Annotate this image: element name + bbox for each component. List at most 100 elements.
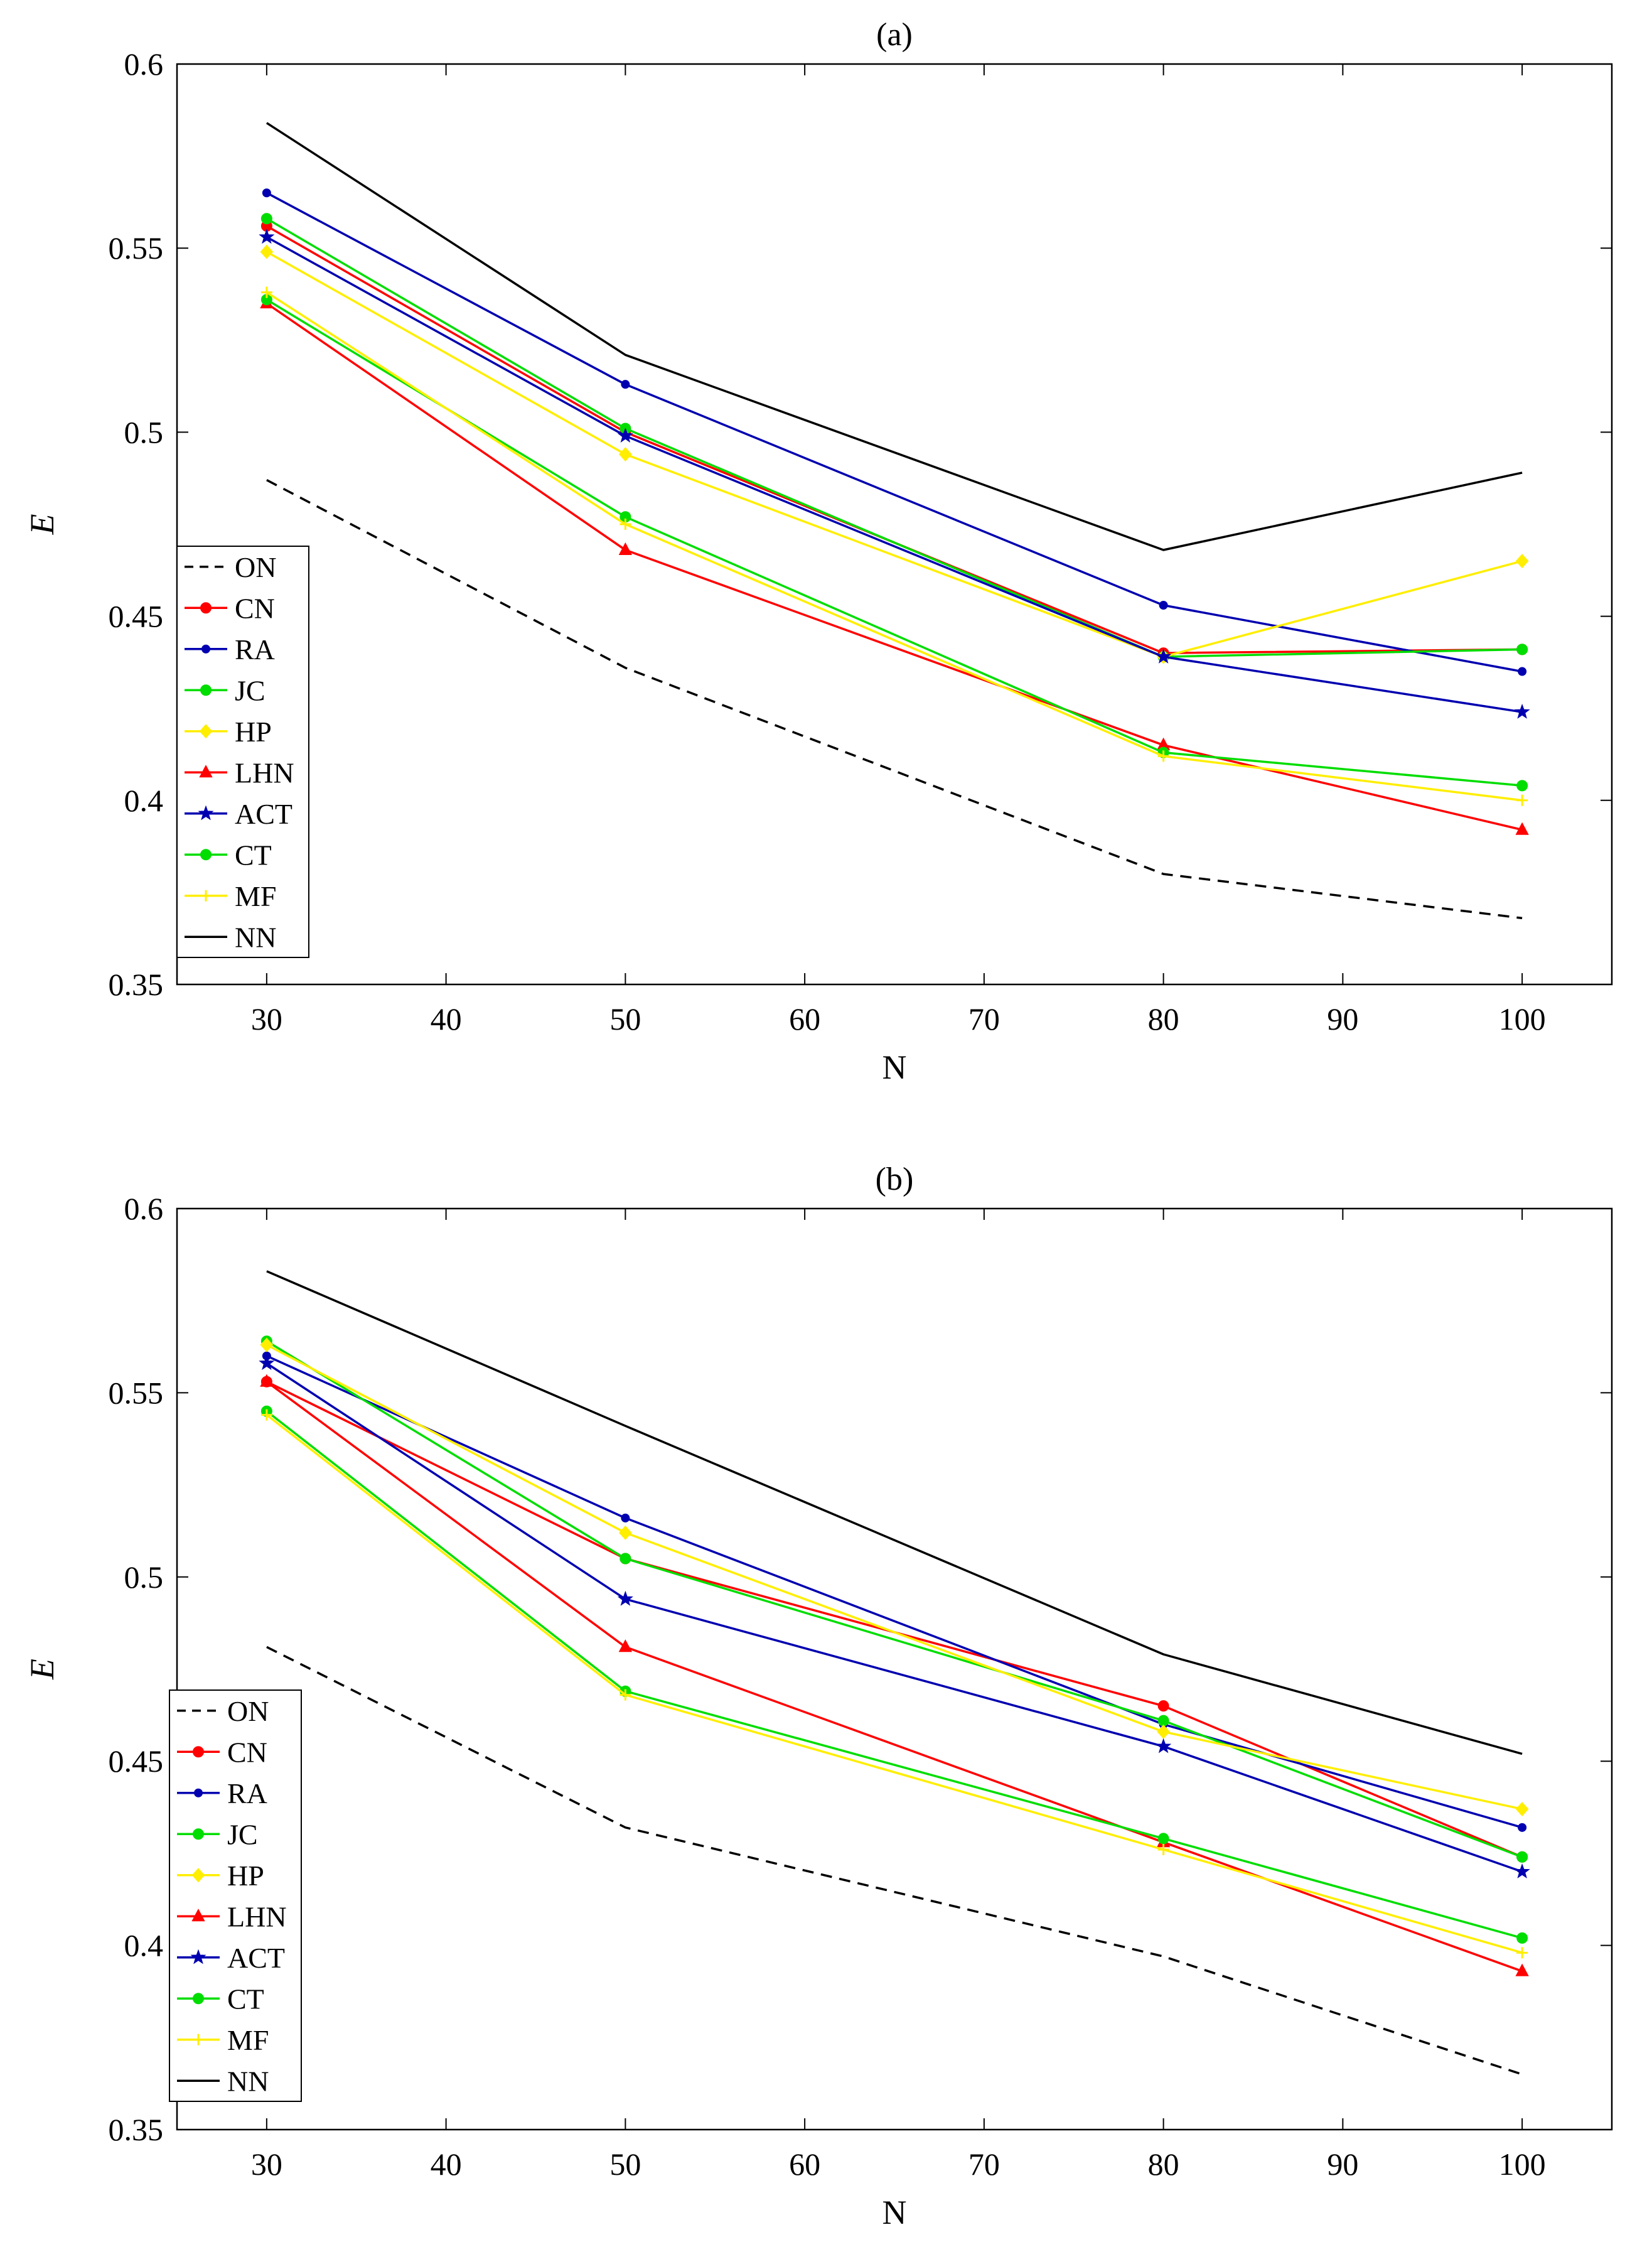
- data-point-cn: [1157, 1700, 1169, 1712]
- data-point-mf: [1157, 1844, 1169, 1856]
- x-tick-label: 40: [431, 1001, 462, 1037]
- x-tick-label: 60: [789, 1001, 820, 1037]
- data-point-jc: [1516, 644, 1528, 655]
- y-tick-label: 0.45: [109, 1743, 164, 1779]
- legend-marker: [191, 1868, 205, 1883]
- legend-label: CN: [235, 592, 275, 624]
- legend-label: LHN: [235, 757, 294, 789]
- data-point-ra: [621, 1513, 630, 1522]
- series-ra: [262, 188, 1527, 676]
- legend-item-hp: HP: [177, 1860, 264, 1892]
- data-point-ra: [1518, 667, 1527, 676]
- data-point-mf: [1157, 750, 1169, 762]
- series-hp: [260, 244, 1529, 664]
- series-line-jc: [266, 1340, 1523, 1858]
- legend-item-hp: HP: [185, 716, 272, 748]
- legend-item-ra: RA: [185, 633, 275, 665]
- data-point-act: [617, 428, 633, 443]
- series-cn: [260, 1376, 1528, 1863]
- legend-item-jc: JC: [177, 1818, 258, 1850]
- legend-item-nn: NN: [177, 2065, 269, 2097]
- legend-item-lhn: LHN: [177, 1900, 287, 1932]
- series-line-hp: [266, 1344, 1523, 1811]
- series-act: [259, 229, 1530, 719]
- y-tick-label: 0.5: [124, 414, 164, 450]
- data-point-act: [1514, 703, 1530, 719]
- legend-label: ON: [227, 1695, 269, 1727]
- legend-label: HP: [235, 716, 272, 748]
- data-point-act: [1514, 1863, 1530, 1878]
- series-line-lhn: [266, 302, 1523, 831]
- series-line-nn: [266, 1270, 1523, 1755]
- data-point-hp: [1515, 554, 1529, 569]
- legend-marker: [191, 1909, 205, 1922]
- y-tick-label: 0.6: [124, 1191, 164, 1226]
- legend-label: JC: [235, 674, 266, 706]
- x-tick-label: 90: [1327, 2147, 1358, 2182]
- series-nn: [266, 1270, 1523, 1755]
- series-lhn: [260, 296, 1529, 835]
- series-line-act: [266, 1362, 1523, 1873]
- y-tick-label: 0.6: [124, 46, 164, 82]
- legend-item-cn: CN: [177, 1736, 267, 1768]
- y-tick-label: 0.4: [124, 1928, 164, 1963]
- series-cn: [260, 220, 1528, 659]
- series-jc: [260, 1335, 1528, 1863]
- data-point-jc: [1157, 1715, 1169, 1727]
- data-point-act: [1156, 1738, 1172, 1754]
- data-point-lhn: [1515, 822, 1529, 835]
- data-point-act: [617, 1590, 633, 1606]
- legend-label: RA: [235, 633, 275, 665]
- x-tick-label: 90: [1327, 1001, 1358, 1037]
- series-line-on: [266, 1646, 1523, 2076]
- data-point-hp: [619, 447, 632, 462]
- data-point-mf: [620, 519, 631, 530]
- data-point-ra: [621, 380, 630, 389]
- series-line-ra: [266, 191, 1523, 673]
- data-point-ct: [1516, 1932, 1528, 1944]
- y-tick-label: 0.55: [109, 230, 164, 266]
- series-jc: [260, 213, 1528, 663]
- data-point-hp: [619, 1525, 632, 1540]
- legend-label: CT: [235, 839, 272, 871]
- legend-item-mf: MF: [185, 880, 276, 912]
- y-axis-label: E: [23, 514, 61, 536]
- data-point-lhn: [260, 1374, 274, 1387]
- data-point-hp: [260, 244, 274, 259]
- series-line-ct: [266, 1410, 1523, 1939]
- legend-item-act: ACT: [185, 798, 292, 830]
- data-point-act: [259, 229, 275, 244]
- series-on: [266, 1646, 1523, 2076]
- x-tick-label: 50: [609, 1001, 641, 1037]
- chart-title: (a): [876, 17, 913, 53]
- y-tick-label: 0.5: [124, 1560, 164, 1595]
- x-tick-label: 70: [968, 1001, 1000, 1037]
- data-point-lhn: [618, 542, 633, 556]
- legend: ON CN RA JC HP LHN ACT CT MF NN: [176, 546, 309, 958]
- legend-marker: [193, 1993, 204, 2005]
- y-tick-label: 0.35: [109, 967, 164, 1002]
- data-point-ra: [1518, 1823, 1527, 1832]
- legend-box: [176, 546, 309, 958]
- legend: ON CN RA JC HP LHN ACT CT MF NN: [169, 1689, 302, 2102]
- legend-item-jc: JC: [185, 674, 266, 706]
- legend-item-ct: CT: [177, 1983, 264, 2015]
- data-point-jc: [1516, 1851, 1528, 1863]
- legend-marker: [199, 765, 213, 778]
- x-axis-label: N: [882, 2194, 907, 2231]
- series-mf: [260, 286, 1528, 806]
- chart-panel-a: 30 40 50 60 70 80 90 100 0.35 0.4 0.45 0.5 0.55 0.6 (a…: [23, 17, 1613, 1086]
- legend-item-ra: RA: [177, 1777, 267, 1809]
- legend-item-on: ON: [185, 551, 276, 583]
- legend-item-ct: CT: [185, 839, 272, 871]
- y-tick-label: 0.55: [109, 1375, 164, 1410]
- data-point-ct: [1516, 780, 1528, 792]
- legend-label: HP: [227, 1860, 264, 1892]
- series-ct: [260, 1405, 1528, 1944]
- data-point-mf: [1516, 794, 1528, 806]
- legend-box: [169, 1689, 302, 2102]
- legend-label: MF: [235, 880, 276, 912]
- legend-label: RA: [227, 1777, 267, 1809]
- legend-label: CN: [227, 1736, 267, 1768]
- data-point-ct: [1157, 1833, 1169, 1845]
